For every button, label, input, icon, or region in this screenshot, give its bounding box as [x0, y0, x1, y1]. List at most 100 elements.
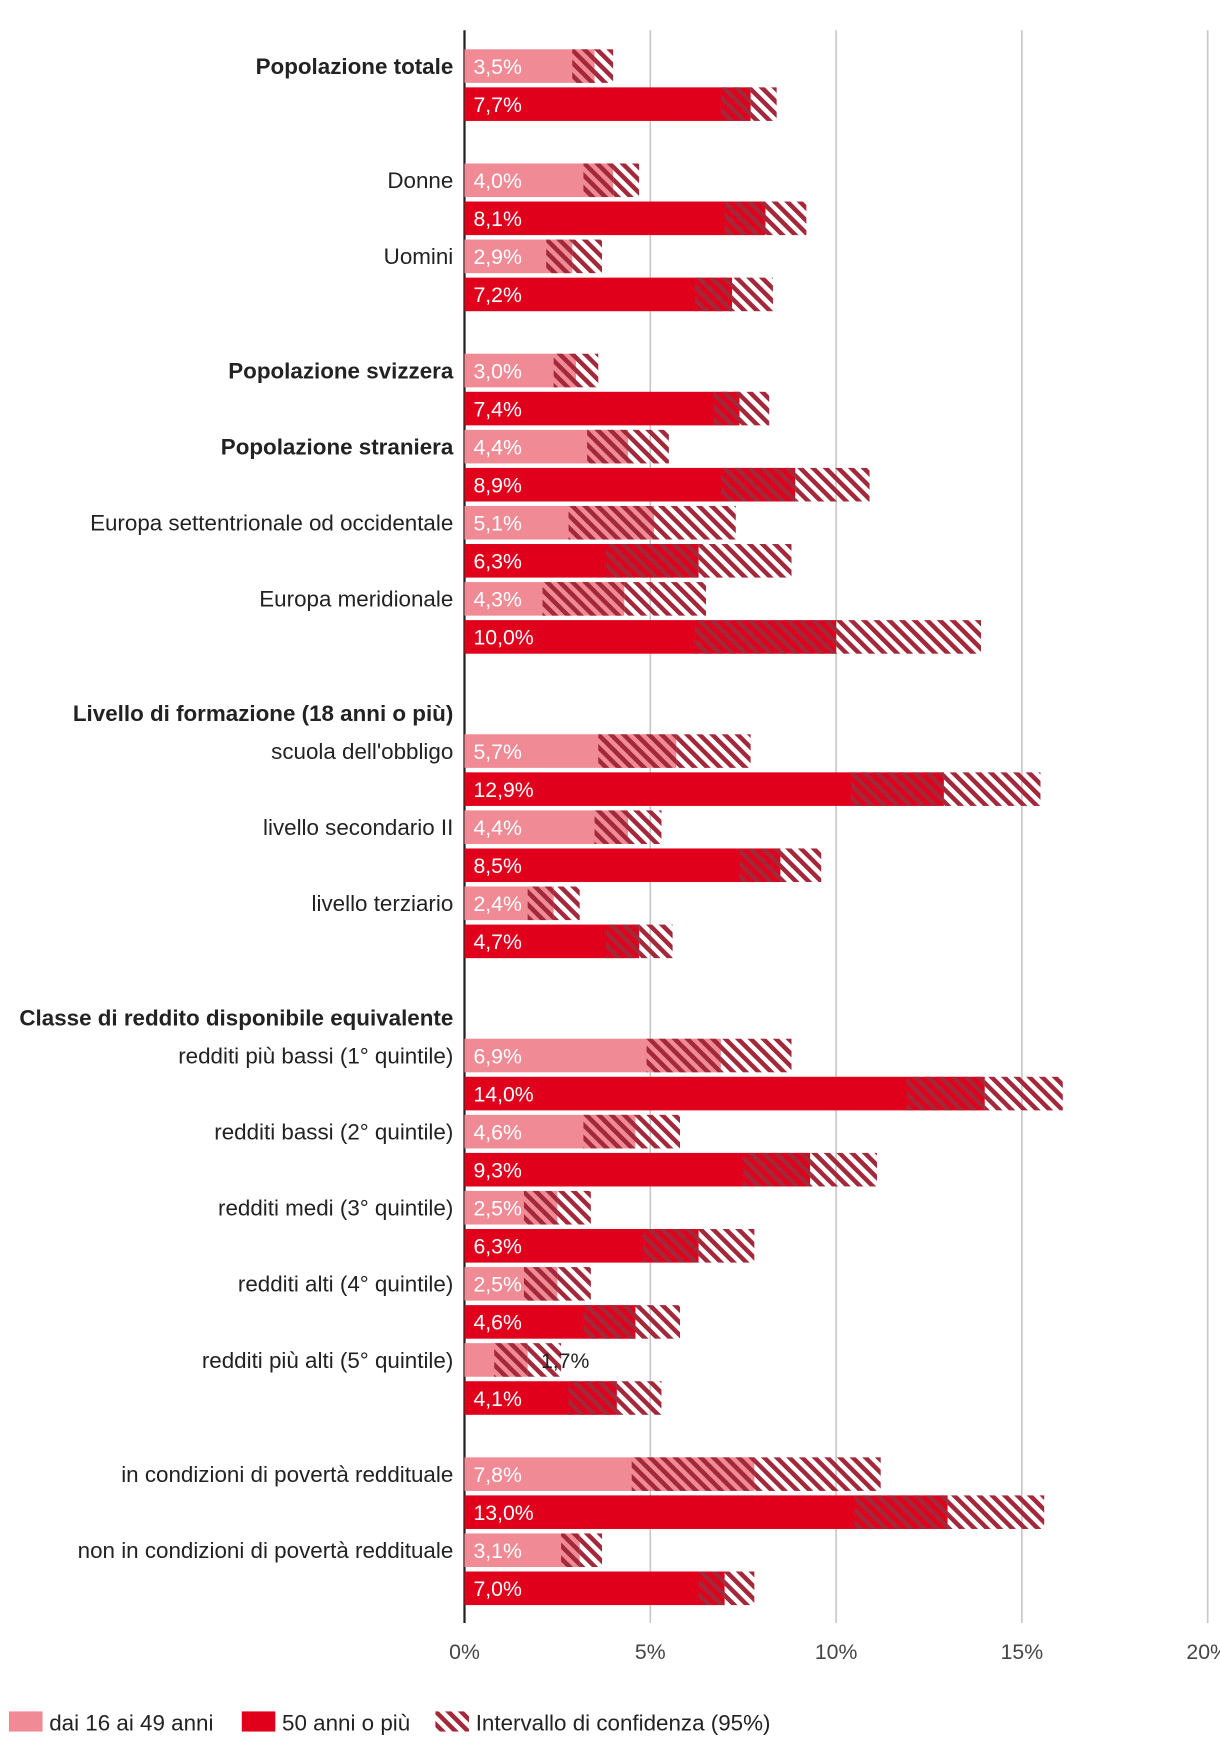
category-label: redditi più bassi (1° quintile) [178, 1043, 453, 1068]
data-label: 2,5% [473, 1273, 522, 1297]
data-label: 3,5% [473, 55, 522, 79]
category-label: Donne [387, 168, 453, 193]
legend-swatch [8, 1711, 43, 1732]
category-label: Europa settentrionale od occidentale [90, 511, 453, 536]
ci-upper-segment [676, 734, 751, 768]
data-label: 7,0% [473, 1577, 522, 1601]
ci-upper-segment [836, 620, 982, 654]
category-label: Uomini [384, 244, 454, 269]
bar-16-49 [464, 353, 599, 388]
ci-lower-segment [720, 467, 796, 502]
ci-upper-segment [698, 544, 792, 578]
ci-lower-segment [583, 1305, 636, 1339]
ci-lower-segment [631, 1457, 755, 1491]
ci-lower-segment [906, 1076, 985, 1111]
x-tick-label: 5% [635, 1640, 666, 1664]
data-label: 3,0% [473, 359, 522, 383]
bar-50-plus [464, 201, 807, 236]
bar-50-plus [464, 772, 1041, 806]
ci-lower-segment [568, 505, 655, 540]
bar-16-49 [464, 505, 736, 540]
data-label: 8,1% [473, 207, 522, 231]
data-label: 8,9% [473, 474, 522, 498]
bar-16-49 [464, 49, 614, 83]
ci-lower-segment [646, 1038, 721, 1073]
bar-16-49 [464, 886, 580, 921]
ci-upper-segment [947, 1495, 1045, 1529]
bar-value [464, 1533, 580, 1568]
legend: dai 16 ai 49 anni 50 anni o più Intervallo… [8, 1710, 771, 1735]
ci-upper-segment [639, 924, 673, 959]
x-tick-label: 20% [1186, 1640, 1220, 1664]
data-label: 4,0% [473, 169, 522, 193]
bar-50-plus [464, 1381, 662, 1415]
ci-upper-segment [572, 239, 602, 274]
data-label: 6,3% [473, 1235, 522, 1259]
ci-upper-segment [635, 1114, 681, 1149]
bar-50-plus [464, 467, 870, 502]
ci-upper-segment [698, 1229, 755, 1263]
category-label: Popolazione straniera [221, 434, 454, 459]
bar-16-49 [464, 163, 640, 198]
ci-upper-segment [754, 1457, 881, 1491]
ci-upper-segment [765, 201, 807, 236]
data-label: 2,5% [473, 1197, 522, 1221]
data-label: 10,0% [473, 626, 533, 650]
ci-lower-segment [605, 924, 640, 959]
bar-16-49 [464, 1114, 681, 1149]
category-label: in condizioni di povertà reddituale [121, 1462, 453, 1487]
ci-upper-segment [635, 1305, 681, 1339]
legend-label: dai 16 ai 49 anni [49, 1710, 213, 1735]
ci-upper-segment [795, 467, 870, 502]
ci-lower-segment [583, 1114, 636, 1149]
ci-lower-segment [523, 1190, 558, 1225]
ci-upper-segment [557, 1267, 591, 1301]
bar-16-49 [464, 1457, 881, 1491]
data-label: 5,7% [473, 740, 522, 764]
legend-label: Intervallo di confidenza (95%) [476, 1710, 771, 1735]
ci-upper-segment [627, 429, 669, 464]
bar-50-plus [464, 620, 982, 654]
data-label: 7,2% [473, 283, 522, 307]
bar-16-49 [464, 1038, 792, 1073]
bar-50-plus [464, 924, 673, 959]
bar-50-plus [464, 1076, 1063, 1111]
ci-lower-segment [527, 886, 554, 921]
bar-16-49 [464, 810, 662, 844]
category-label: livello terziario [312, 891, 454, 916]
category-label: redditi medi (3° quintile) [218, 1196, 453, 1221]
ci-upper-segment [624, 582, 707, 616]
data-label: 6,9% [473, 1044, 522, 1068]
bar-50-plus [464, 544, 792, 578]
data-label: 2,4% [473, 892, 522, 916]
ci-lower-segment [568, 1381, 617, 1415]
bar-16-49 [464, 239, 602, 274]
bar-16-49 [464, 734, 751, 768]
ci-lower-segment [546, 239, 573, 274]
ci-upper-segment [739, 391, 770, 426]
category-label: livello secondario II [263, 815, 453, 840]
data-label: 4,6% [473, 1120, 522, 1144]
bar-value [464, 391, 740, 426]
data-label: 4,4% [473, 816, 522, 840]
category-label: redditi più alti (5° quintile) [202, 1348, 453, 1373]
ci-lower-segment [739, 848, 781, 883]
data-label: 4,4% [473, 435, 522, 459]
bar-value [464, 201, 766, 236]
category-label: Popolazione svizzera [228, 358, 454, 383]
ci-upper-segment [943, 772, 1041, 806]
ci-lower-segment [561, 1533, 580, 1568]
ci-lower-segment [572, 49, 595, 83]
ci-lower-segment [598, 734, 677, 768]
data-label: 7,7% [473, 93, 522, 117]
bar-value [464, 848, 781, 883]
ci-upper-segment [732, 277, 773, 312]
ci-lower-segment [605, 544, 699, 578]
data-label: 7,8% [473, 1463, 522, 1487]
ci-upper-segment [724, 1571, 755, 1606]
ci-upper-segment [810, 1152, 877, 1187]
bar-value [464, 87, 751, 121]
ci-lower-segment [694, 277, 733, 312]
ci-lower-segment [720, 87, 751, 121]
